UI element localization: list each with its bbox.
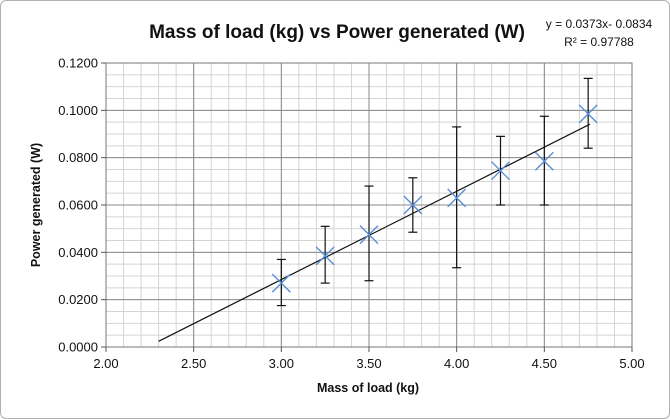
data-point-stroke bbox=[447, 188, 467, 208]
trendline-equation: y = 0.0373x- 0.0834 bbox=[546, 17, 653, 31]
data-point bbox=[403, 195, 423, 215]
x-tick-label: 3.00 bbox=[269, 356, 294, 371]
y-tick-label: 0.0000 bbox=[58, 340, 98, 355]
y-axis-label: Power generated (W) bbox=[29, 143, 43, 267]
data-point-stroke bbox=[359, 225, 379, 245]
x-axis-ticks: 2.00 2.50 3.00 3.50 4.00 4.50 5.00 bbox=[93, 347, 645, 371]
chart-title: Mass of load (kg) vs Power generated (W) bbox=[149, 22, 525, 43]
error-bar bbox=[364, 185, 374, 282]
y-tick-label: 0.0600 bbox=[58, 198, 98, 213]
data-point bbox=[271, 273, 291, 293]
y-tick-label: 0.0400 bbox=[58, 245, 98, 260]
y-tick-label: 0.1200 bbox=[58, 56, 98, 71]
data-point bbox=[447, 188, 467, 208]
x-tick-label: 4.50 bbox=[532, 356, 557, 371]
data-point bbox=[578, 104, 598, 124]
trendline-layer bbox=[158, 123, 591, 342]
data-point-stroke bbox=[403, 195, 423, 215]
data-point bbox=[359, 225, 379, 245]
y-axis-ticks: 0.0000 0.0200 0.0400 0.0600 0.0800 0.1000 0.12… bbox=[58, 56, 106, 355]
x-tick-label: 4.00 bbox=[444, 356, 469, 371]
data-point-stroke bbox=[271, 273, 291, 293]
trendline-r-squared: R² = 0.97788 bbox=[564, 35, 634, 49]
data-point-stroke bbox=[315, 246, 335, 266]
data-point-stroke bbox=[491, 161, 510, 181]
x-tick-label: 3.50 bbox=[356, 356, 381, 371]
y-tick-label: 0.1000 bbox=[58, 103, 98, 118]
x-tick-label: 5.00 bbox=[619, 356, 644, 371]
x-tick-label: 2.50 bbox=[181, 356, 206, 371]
y-tick-label: 0.0800 bbox=[58, 150, 98, 165]
data-point-stroke bbox=[534, 151, 554, 171]
data-points bbox=[271, 104, 598, 293]
error-bar bbox=[320, 225, 330, 284]
data-point bbox=[534, 151, 554, 171]
data-point bbox=[315, 246, 335, 266]
x-axis-label: Mass of load (kg) bbox=[317, 381, 419, 395]
y-tick-label: 0.0200 bbox=[58, 292, 98, 307]
data-point bbox=[491, 161, 510, 181]
x-tick-label: 2.00 bbox=[93, 356, 118, 371]
trendline bbox=[158, 123, 591, 342]
data-point-stroke bbox=[578, 104, 598, 124]
error-bars bbox=[276, 77, 593, 307]
